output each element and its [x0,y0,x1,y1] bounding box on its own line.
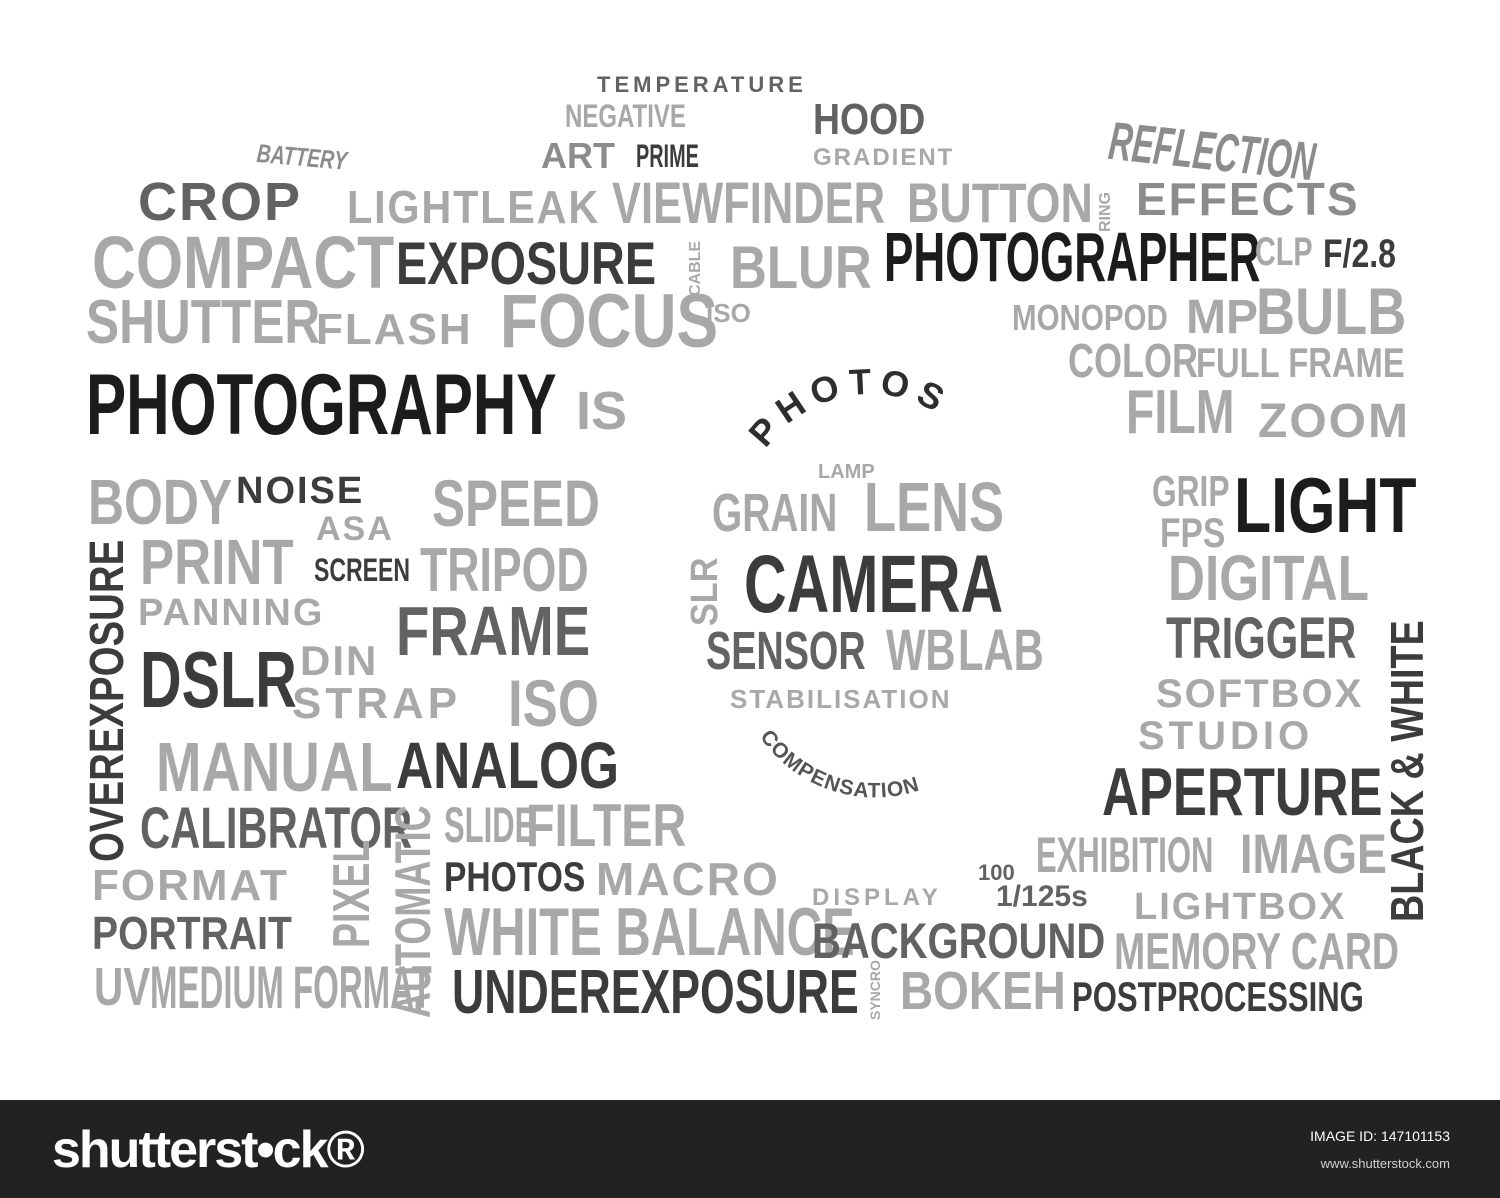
word-macro: MACRO [596,853,780,905]
word-photographer: PHOTOGRAPHER [884,218,1261,296]
word-camera: CAMERA [744,539,1004,630]
word-iso-small: ISO [706,298,751,328]
word-battery: BATTERY [255,138,349,176]
word-manual: MANUAL [156,728,393,806]
word-crop: CROP [138,172,303,232]
word-strap: STRAP [292,679,462,728]
word-body: BODY [88,466,233,538]
word-lightbox: LIGHTBOX [1134,886,1347,928]
word-effects: EFFECTS [1136,173,1360,225]
word-hood: HOOD [813,95,926,144]
word-medium-format: MEDIUM FORMAT [150,954,432,1021]
arc-photos: PHOTOS [740,360,958,454]
word-lightleak: LIGHTLEAK [347,181,601,233]
word-digital: DIGITAL [1168,542,1369,614]
word-button: BUTTON [907,171,1093,234]
word-exhibition: EXHIBITION [1036,827,1214,883]
word-pixel: PIXEL [323,839,381,948]
word-filter: FILTER [526,792,687,859]
word-slr: SLR [684,557,726,626]
word-underexposure: UNDEREXPOSURE [452,958,859,1027]
word-wb: WB [886,618,956,683]
word-photos: PHOTOS [444,853,586,900]
word-100: 100 [978,860,1015,885]
word-viewfinder: VIEWFINDER [612,171,886,236]
word-photography: PHOTOGRAPHY [86,357,557,453]
word-prime: PRIME [636,138,699,174]
word-trigger: TRIGGER [1166,606,1357,671]
word-stabilisation: STABILISATION [730,684,952,714]
word-format: FORMAT [92,861,289,910]
word-background: BACKGROUND [812,913,1106,969]
word-is: IS [576,381,628,441]
word-gradient: GRADIENT [813,144,955,171]
word-full-frame: FULL FRAME [1196,339,1405,386]
word-slide: SLIDE [444,797,536,853]
word-grip: GRIP [1152,467,1230,516]
word-bokeh: BOKEH [900,961,1066,1021]
word-panning: PANNING [138,592,325,634]
word-studio: STUDIO [1138,714,1314,758]
word-din: DIN [300,637,379,684]
word-white-balance: WHITE BALANCE [444,894,855,970]
word-compact: COMPACT [92,221,395,304]
word-bulb: BULB [1256,274,1407,348]
word-softbox: SOFTBOX [1156,672,1364,716]
word-analog: ANALOG [396,728,620,802]
word-grain: GRAIN [712,483,838,543]
word-dslr: DSLR [140,635,297,724]
word-color: COLOR [1068,335,1198,388]
word-film: FILM [1126,378,1235,447]
word-speed: SPEED [432,466,600,540]
word-uv: UV [94,957,151,1017]
word-black-white: BLACK & WHITE [1381,620,1433,922]
word-lab: LAB [958,618,1044,683]
word-memory-card: MEMORY CARD [1114,923,1399,981]
word-portrait: PORTRAIT [92,907,292,959]
word-display: DISPLAY [812,884,942,911]
word-postprocessing: POSTPROCESSING [1072,973,1364,1020]
word-art: ART [541,135,615,176]
word-temperature: TEMPERATURE [597,72,807,97]
site-url: www.shutterstock.com [1320,1156,1450,1171]
word-flash: FLASH [316,305,473,354]
word-zoom: ZOOM [1258,395,1410,448]
word-light: LIGHT [1234,461,1417,549]
image-id: IMAGE ID: 147101153 [1310,1128,1450,1144]
word-f28: F/2.8 [1323,232,1396,276]
word-1-125s: 1/125s [996,880,1088,913]
word-focus: FOCUS [500,279,719,364]
shutterstock-logo: shutterst•ck® [52,1121,365,1179]
word-shutter: SHUTTER [86,288,321,357]
word-calibrator: CALIBRATOR [140,796,413,861]
word-lamp: LAMP [818,461,875,483]
word-overexposure: OVEREXPOSURE [81,539,134,862]
lens-arc-text: PHOTOS COMPENSATION [740,360,950,802]
word-cloud-camera: TEMPERATURE NEGATIVE HOOD BATTERY ART PR… [81,72,1433,1027]
footer-bar: shutterst•ck® IMAGE ID: 147101153 www.sh… [0,1100,1500,1198]
word-frame: FRAME [396,592,591,670]
word-image: IMAGE [1240,822,1387,885]
word-negative: NEGATIVE [565,98,686,134]
word-sensor: SENSOR [706,621,866,681]
word-mp: MP [1186,291,1258,344]
arc-compensation: COMPENSATION [756,726,923,803]
word-exposure: EXPOSURE [396,230,657,297]
word-noise: NOISE [236,470,365,512]
word-asa: ASA [316,510,394,548]
word-lens: LENS [864,468,1005,546]
word-tripod: TRIPOD [420,536,589,605]
word-monopod: MONOPOD [1012,297,1168,338]
word-screen: SCREEN [314,552,411,588]
word-iso: ISO [508,666,599,740]
word-fps: FPS [1160,509,1226,556]
word-clp: CLP [1255,230,1313,274]
word-syncro: SYNCRO [867,960,883,1020]
word-blur: BLUR [730,234,872,301]
word-aperture: APERTURE [1102,754,1383,830]
word-print: PRINT [140,526,294,598]
